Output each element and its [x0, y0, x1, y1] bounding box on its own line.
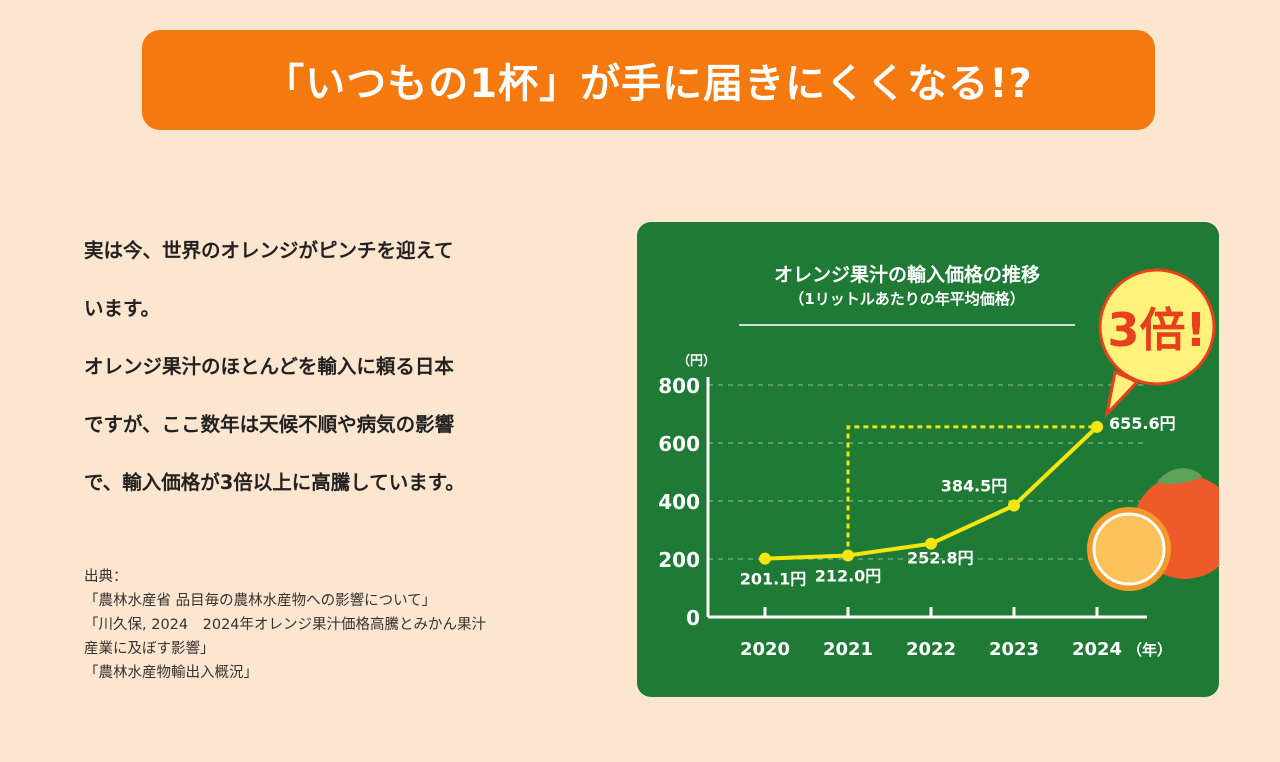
orange-flesh	[1092, 512, 1166, 586]
data-label: 384.5円	[941, 476, 1008, 495]
chart-subtitle: （1リットルあたりの年平均価格）	[789, 290, 1025, 308]
title-divider	[739, 324, 1075, 326]
callout-tail	[1104, 369, 1140, 419]
x-tick-label: 2023	[989, 639, 1039, 660]
x-tick-label: 2022	[906, 639, 956, 660]
data-label: 212.0円	[815, 567, 882, 586]
x-axis-unit: （年）	[1127, 641, 1172, 659]
leaf-icon	[1157, 468, 1202, 485]
comparison-bracket	[846, 425, 1097, 556]
chart-card: オレンジ果汁の輸入価格の推移 （1リットルあたりの年平均価格） 0 200 400 6…	[637, 222, 1219, 697]
source-item: 産業に及ぼす影響」	[84, 641, 215, 657]
body-text: 実は今、世界のオレンジがピンチを迎えて います。 オレンジ果汁のほとんどを輸入に…	[84, 222, 604, 512]
body-line: 実は今、世界のオレンジがピンチを迎えて	[84, 239, 454, 262]
x-tick-label: 2020	[740, 639, 790, 660]
source-item: 「川久保, 2024 2024年オレンジ果汁価格高騰とみかん果汁	[84, 617, 487, 633]
data-point	[759, 552, 771, 565]
data-point	[925, 537, 937, 550]
body-line: います。	[84, 297, 161, 320]
data-label: 655.6円	[1109, 414, 1176, 433]
data-label: 201.1円	[740, 570, 807, 589]
source-item: 「農林水産省 品目毎の農林水産物への影響について」	[84, 593, 437, 609]
headline-text: 「いつもの1杯」が手に届きにくくなる!?	[264, 61, 1033, 107]
chart-title: オレンジ果汁の輸入価格の推移	[773, 264, 1040, 286]
sources-label: 出典：	[84, 569, 128, 585]
callout-bubble	[1098, 268, 1216, 386]
body-line: で、輸入価格が3倍以上に高騰しています。	[84, 471, 465, 494]
y-tick-label: 200	[658, 548, 700, 572]
x-tick-label: 2024	[1072, 639, 1122, 660]
callout-text: 3倍!	[1108, 303, 1207, 357]
headline-banner: 「いつもの1杯」が手に届きにくくなる!?	[142, 30, 1155, 130]
y-tick-label: 600	[658, 432, 700, 456]
body-line: オレンジ果汁のほとんどを輸入に頼る日本	[84, 355, 454, 378]
data-point	[1091, 420, 1103, 433]
y-axis-unit: （円）	[677, 353, 716, 369]
y-tick-label: 800	[658, 374, 700, 398]
data-label: 252.8円	[907, 549, 974, 568]
x-tick-label: 2021	[823, 639, 873, 660]
data-point	[1008, 499, 1020, 512]
data-point	[842, 549, 854, 562]
body-line: ですが、ここ数年は天候不順や病気の影響	[84, 413, 455, 436]
y-tick-label: 400	[658, 490, 700, 514]
line-chart: 0 200 400 600 800 （円） 2020 2021 2022 2023 2024 （年） 2…	[658, 268, 1219, 660]
sources: 出典： 「農林水産省 品目毎の農林水産物への影響について」 「川久保, 2024…	[84, 565, 624, 685]
y-tick-label: 0	[686, 606, 700, 630]
source-item: 「農林水産物輸出入概況」	[84, 665, 258, 681]
